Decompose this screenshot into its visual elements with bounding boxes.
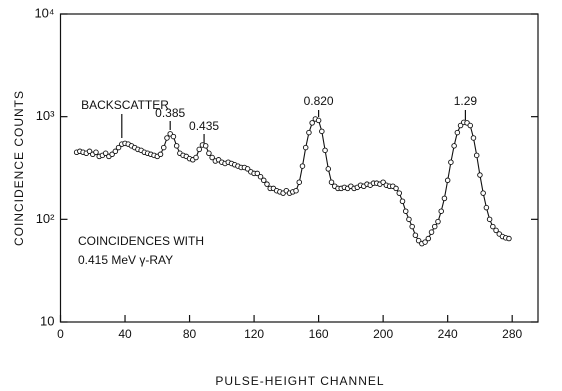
data-point bbox=[164, 135, 170, 141]
data-point bbox=[432, 223, 438, 230]
annotation: 0.435 bbox=[189, 119, 219, 133]
data-point bbox=[112, 148, 119, 155]
annotation: 0.385 bbox=[155, 106, 185, 120]
data-point bbox=[412, 232, 419, 238]
data-point bbox=[202, 143, 209, 149]
x-tick-label: 0 bbox=[57, 327, 64, 341]
data-point bbox=[206, 150, 212, 157]
data-point bbox=[399, 198, 406, 205]
data-point bbox=[422, 239, 428, 245]
x-tick-label: 200 bbox=[373, 327, 393, 341]
data-point bbox=[86, 148, 93, 155]
data-point bbox=[406, 216, 412, 223]
data-point bbox=[306, 129, 312, 136]
data-point bbox=[102, 150, 109, 157]
y-tick-label: 10³ bbox=[36, 108, 55, 123]
x-tick-label: 40 bbox=[118, 327, 132, 341]
data-point bbox=[196, 146, 202, 153]
data-point bbox=[170, 133, 177, 140]
data-point bbox=[396, 190, 403, 196]
data-point bbox=[473, 152, 480, 159]
data-point bbox=[483, 204, 490, 211]
data-point bbox=[257, 173, 264, 180]
data-point bbox=[480, 190, 486, 196]
data-point bbox=[302, 144, 309, 151]
data-point bbox=[451, 143, 457, 149]
y-tick-label: 10⁴ bbox=[34, 5, 54, 20]
data-point bbox=[506, 235, 512, 242]
annotation: 0.820 bbox=[304, 94, 334, 108]
data-point bbox=[428, 229, 435, 235]
note: COINCIDENCES WITH bbox=[78, 234, 204, 248]
data-point bbox=[173, 143, 180, 149]
data-point bbox=[409, 223, 415, 230]
x-tick-label: 280 bbox=[502, 327, 522, 341]
data-point bbox=[193, 154, 199, 161]
data-point bbox=[425, 235, 432, 242]
data-point bbox=[486, 216, 493, 223]
y-axis-label: COINCIDENCE COUNTS bbox=[12, 90, 26, 246]
plot-frame bbox=[59, 13, 539, 323]
data-point bbox=[457, 122, 464, 129]
annotation: 1.29 bbox=[454, 94, 478, 108]
x-tick-label: 160 bbox=[309, 327, 329, 341]
data-point bbox=[93, 149, 99, 156]
fit-line bbox=[76, 118, 510, 245]
x-axis-label: PULSE-HEIGHT CHANNEL bbox=[215, 374, 384, 388]
data-point bbox=[490, 223, 496, 230]
data-point bbox=[109, 151, 115, 158]
data-point bbox=[296, 179, 303, 185]
data-point bbox=[261, 177, 267, 184]
data-point bbox=[325, 166, 332, 172]
note: 0.415 MeV γ-RAY bbox=[78, 253, 173, 267]
data-point bbox=[467, 122, 473, 129]
x-tick-label: 120 bbox=[244, 327, 264, 341]
x-tick-label: 80 bbox=[183, 327, 197, 341]
data-point bbox=[254, 170, 261, 177]
data-point bbox=[293, 187, 299, 194]
data-point bbox=[315, 117, 322, 124]
data-point bbox=[393, 185, 399, 192]
data-point bbox=[244, 166, 251, 172]
x-tick-label: 240 bbox=[438, 327, 458, 341]
data-point bbox=[328, 179, 335, 185]
data-point bbox=[322, 147, 328, 154]
data-point bbox=[264, 181, 270, 187]
data-point bbox=[435, 218, 441, 225]
data-point bbox=[444, 177, 451, 184]
data-point bbox=[448, 159, 454, 165]
y-tick-label: 10² bbox=[36, 211, 55, 226]
data-point bbox=[299, 163, 306, 169]
data-point bbox=[454, 129, 461, 136]
data-point bbox=[470, 135, 477, 141]
data-point bbox=[415, 237, 422, 244]
data-point bbox=[380, 179, 386, 185]
data-point bbox=[157, 151, 164, 158]
data-point bbox=[209, 154, 215, 161]
data-point bbox=[309, 120, 315, 126]
data-point bbox=[115, 144, 122, 151]
data-point bbox=[160, 144, 167, 151]
data-point bbox=[493, 227, 499, 234]
data-point bbox=[438, 208, 444, 214]
annotation: BACKSCATTER bbox=[81, 98, 169, 112]
data-point bbox=[402, 208, 409, 214]
data-point bbox=[441, 195, 448, 202]
y-tick-label: 10 bbox=[40, 313, 54, 328]
data-point bbox=[477, 172, 483, 178]
data-point bbox=[319, 128, 325, 135]
